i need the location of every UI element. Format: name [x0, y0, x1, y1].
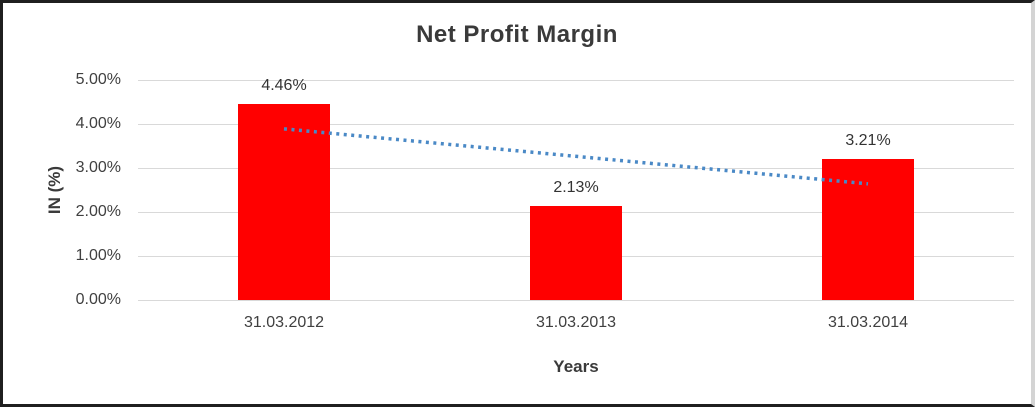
bar-data-label: 3.21%: [845, 132, 891, 149]
bar-data-label: 4.46%: [261, 77, 307, 94]
x-tick-label: 31.03.2013: [535, 314, 617, 331]
gridline: [138, 80, 1014, 81]
chart-title: Net Profit Margin: [416, 21, 618, 48]
y-tick-label: 0.00%: [75, 291, 121, 308]
y-tick-label: 2.00%: [75, 203, 121, 220]
bar-31.03.2014: [822, 159, 914, 300]
x-tick-label: 31.03.2012: [243, 314, 325, 331]
y-tick-label: 1.00%: [75, 247, 121, 264]
gridline: [138, 300, 1014, 301]
gridline: [138, 124, 1014, 125]
x-axis-title: Years: [553, 357, 599, 376]
y-tick-label: 5.00%: [75, 71, 121, 88]
bar-31.03.2012: [238, 104, 330, 300]
y-tick-label: 4.00%: [75, 115, 121, 132]
x-tick-label: 31.03.2014: [827, 314, 909, 331]
bar-31.03.2013: [530, 206, 622, 300]
y-tick-label: 3.00%: [75, 159, 121, 176]
bar-data-label: 2.13%: [553, 179, 599, 196]
